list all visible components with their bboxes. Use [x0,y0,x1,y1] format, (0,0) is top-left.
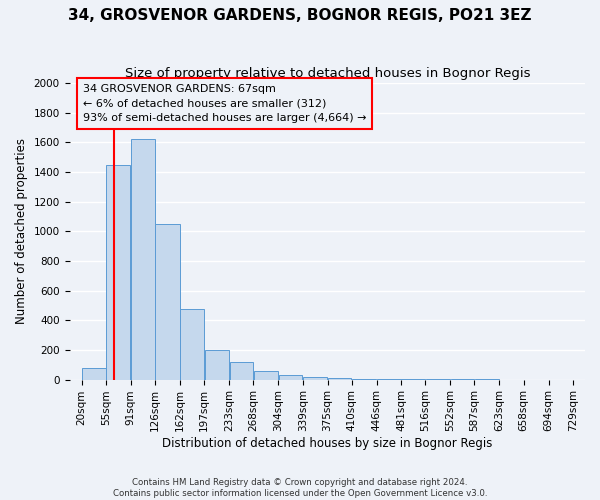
Bar [279,375,302,380]
Bar [155,224,179,380]
Title: Size of property relative to detached houses in Bognor Regis: Size of property relative to detached ho… [125,68,530,80]
Bar [181,309,204,380]
Bar [131,138,155,380]
Bar [230,362,253,380]
X-axis label: Distribution of detached houses by size in Bognor Regis: Distribution of detached houses by size … [162,437,493,450]
Bar [254,372,278,380]
Text: 34, GROSVENOR GARDENS, BOGNOR REGIS, PO21 3EZ: 34, GROSVENOR GARDENS, BOGNOR REGIS, PO2… [68,8,532,22]
Text: Contains HM Land Registry data © Crown copyright and database right 2024.
Contai: Contains HM Land Registry data © Crown c… [113,478,487,498]
Bar [106,164,130,380]
Bar [328,378,352,380]
Bar [352,379,376,380]
Bar [303,378,327,380]
Text: 34 GROSVENOR GARDENS: 67sqm
← 6% of detached houses are smaller (312)
93% of sem: 34 GROSVENOR GARDENS: 67sqm ← 6% of deta… [83,84,367,123]
Bar [82,368,106,380]
Y-axis label: Number of detached properties: Number of detached properties [15,138,28,324]
Bar [205,350,229,380]
